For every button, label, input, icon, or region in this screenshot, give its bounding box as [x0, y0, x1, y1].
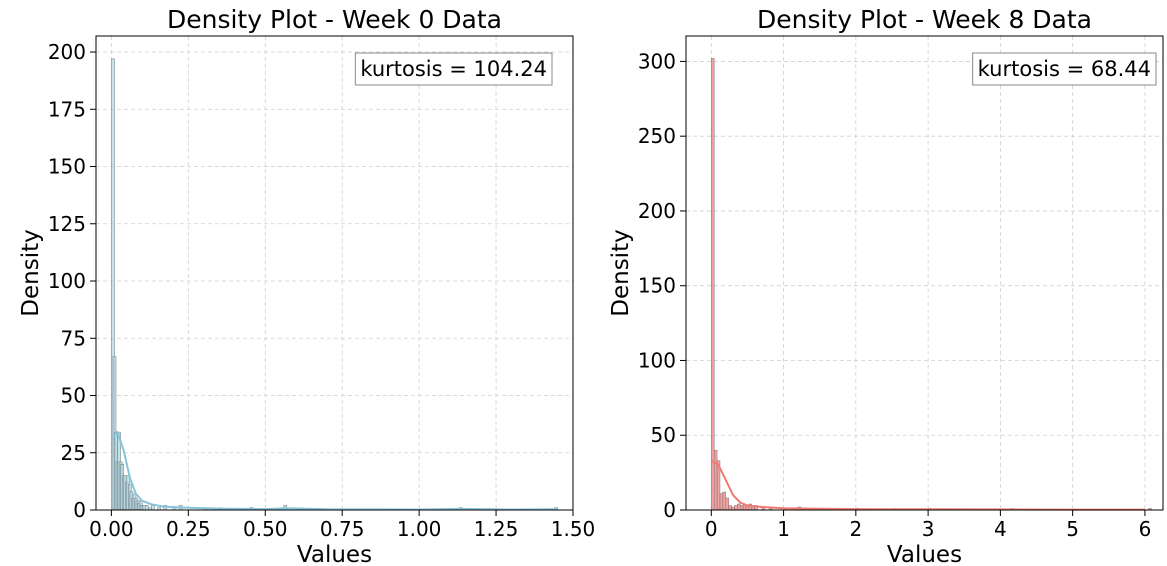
- x-tick-label: 0.00: [89, 517, 134, 541]
- chart-title-week-8: Density Plot - Week 8 Data: [757, 5, 1092, 34]
- x-axis-label-week-0: Values: [297, 542, 372, 566]
- x-tick-label: 2: [849, 517, 862, 541]
- y-tick-label: 175: [48, 97, 86, 121]
- panel-week-0: Density Plot - Week 0 Data Values Densit…: [18, 5, 595, 566]
- y-axis-label-week-0: Density: [18, 229, 44, 316]
- x-tick-label: 0.25: [166, 517, 211, 541]
- plot-frame-week-8: [685, 35, 1164, 511]
- x-tick-label: 0.75: [320, 517, 365, 541]
- histogram-bar: [151, 505, 155, 511]
- x-tick-label: 6: [1139, 517, 1152, 541]
- histogram-bar: [737, 503, 741, 511]
- x-tick-label: 4: [994, 517, 1007, 541]
- y-tick-label: 200: [48, 40, 86, 64]
- x-tick-label: 5: [1066, 517, 1079, 541]
- kde-line-week-8: [710, 459, 1145, 511]
- y-tick-label: 125: [48, 212, 86, 236]
- histogram-week-0: [111, 58, 558, 511]
- histogram-bar: [144, 505, 149, 511]
- x-axis-label-week-8: Values: [887, 542, 962, 566]
- y-axis-label-week-8: Density: [608, 229, 634, 316]
- x-tick-label: 1: [777, 517, 790, 541]
- histogram-bar: [739, 505, 744, 511]
- y-tick-label: 75: [61, 326, 86, 350]
- kurtosis-annotation-week-8: kurtosis = 68.44: [978, 57, 1151, 81]
- x-tick-label: 0: [705, 517, 718, 541]
- kurtosis-box-week-0: [354, 52, 553, 86]
- histogram-bar: [141, 505, 146, 511]
- x-tick-label: 1.50: [551, 517, 596, 541]
- panel-week-8: Density Plot - Week 8 Data Values Densit…: [608, 5, 1164, 566]
- y-tick-label: 50: [61, 384, 86, 408]
- y-tick-label: 150: [638, 274, 676, 298]
- y-tick-label: 150: [48, 155, 86, 179]
- kurtosis-box-week-8: [972, 52, 1157, 86]
- histogram-bar: [722, 491, 726, 511]
- x-tick-label: 1.00: [397, 517, 442, 541]
- histogram-bar: [719, 493, 724, 511]
- histogram-week-8: [711, 58, 1152, 511]
- y-tick-label: 0: [663, 498, 676, 522]
- grid-week-8: [686, 36, 1163, 511]
- kurtosis-annotation-week-0: kurtosis = 104.24: [360, 57, 547, 81]
- histogram-bar: [711, 58, 715, 511]
- grid-week-0: [96, 36, 574, 511]
- histogram-bar: [734, 505, 738, 511]
- histogram-bar: [725, 497, 729, 511]
- chart-title-week-0: Density Plot - Week 0 Data: [167, 5, 502, 34]
- plot-frame-week-0: [95, 35, 574, 511]
- x-tick-label: 1.25: [474, 517, 519, 541]
- kde-line-week-0: [110, 431, 558, 511]
- y-tick-label: 100: [48, 269, 86, 293]
- y-tick-label: 250: [638, 124, 676, 148]
- histogram-bar: [713, 449, 718, 511]
- y-tick-label: 25: [61, 441, 86, 465]
- histogram-bar: [728, 505, 732, 511]
- x-tick-label: 3: [922, 517, 935, 541]
- y-tick-label: 300: [638, 49, 676, 73]
- y-tick-label: 0: [73, 498, 86, 522]
- y-tick-label: 100: [638, 348, 676, 372]
- x-tick-label: 0.50: [243, 517, 288, 541]
- y-tick-label: 50: [651, 423, 676, 447]
- y-tick-label: 200: [638, 199, 676, 223]
